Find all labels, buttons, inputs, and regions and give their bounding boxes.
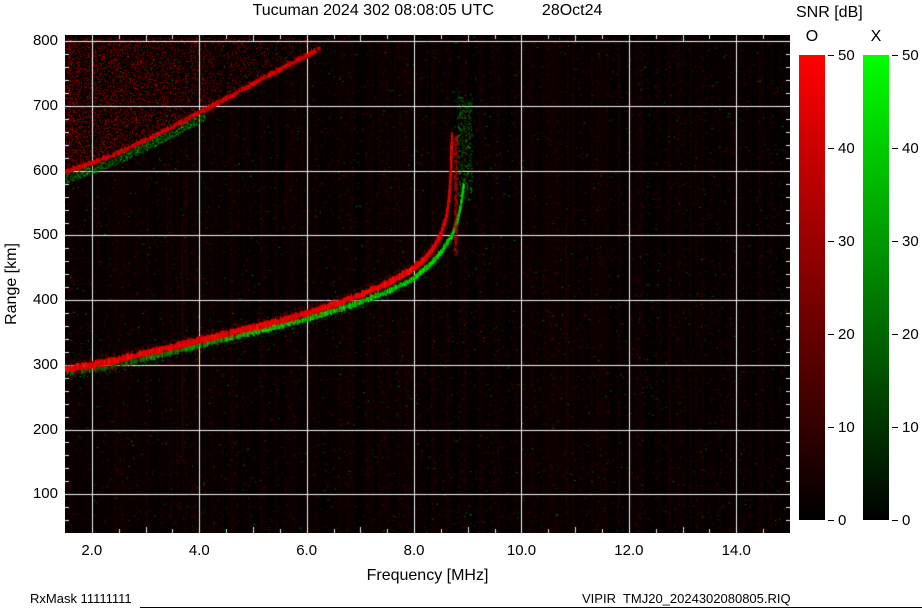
x-tick-label: 12.0	[614, 542, 644, 559]
colorbar-tick: 0	[892, 511, 910, 529]
colorbar-title: SNR [dB]	[796, 4, 863, 21]
colorbar-tick-dash	[828, 519, 834, 521]
plot-title: Tucuman 2024 302 08:08:05 UTC 28Oct24	[65, 2, 790, 20]
colorbar-tick: 0	[828, 511, 846, 529]
colorbar-tick: 40	[828, 139, 855, 157]
footer-divider	[140, 607, 922, 608]
colorbar-tick-label: 50	[902, 46, 919, 64]
colorbar-tick-label: 0	[902, 511, 911, 529]
x-mode-colorbar	[863, 55, 889, 520]
colorbar-tick: 50	[828, 46, 855, 64]
colorbar-tick: 10	[828, 418, 855, 436]
colorbar-tick-dash	[892, 333, 898, 335]
colorbar-tick-dash	[892, 426, 898, 428]
x-tick-label: 4.0	[188, 542, 210, 559]
y-tick-label: 400	[32, 291, 58, 309]
colorbar-tick-dash	[828, 426, 834, 428]
colorbar-tick-label: 0	[838, 511, 847, 529]
colorbar-tick-dash	[828, 240, 834, 242]
colorbar-tick: 10	[892, 418, 919, 436]
colorbar-tick-label: 20	[902, 325, 919, 343]
y-tick-label: 100	[32, 485, 58, 503]
colorbar-tick-dash	[892, 519, 898, 521]
y-tick-label: 700	[32, 97, 58, 115]
colorbar-tick-dash	[892, 240, 898, 242]
ionogram-canvas	[65, 35, 790, 533]
y-axis-label: Range [km]	[3, 243, 20, 325]
rxmask-label: RxMask 11111111	[30, 591, 132, 606]
y-tick-label: 800	[32, 32, 58, 50]
colorbar-tick-dash	[828, 147, 834, 149]
colorbar-tick-label: 50	[838, 46, 855, 64]
colorbar-tick-label: 10	[902, 418, 919, 436]
colorbar-tick: 30	[828, 232, 855, 250]
colorbar-tick: 30	[892, 232, 919, 250]
colorbar-tick-label: 30	[902, 232, 919, 250]
title-text: Tucuman 2024 302 08:08:05 UTC	[252, 2, 494, 19]
o-colorbar-label: O	[805, 28, 819, 45]
colorbar-tick-dash	[828, 54, 834, 56]
x-tick-label: 14.0	[721, 542, 751, 559]
y-tick-label: 600	[32, 161, 58, 179]
colorbar-tick-label: 20	[838, 325, 855, 343]
colorbar-tick-dash	[828, 333, 834, 335]
x-axis-label: Frequency [MHz]	[366, 567, 489, 584]
y-tick-label: 200	[32, 420, 58, 438]
colorbar-tick-label: 30	[838, 232, 855, 250]
title-date: 28Oct24	[541, 2, 603, 19]
colorbar-tick-dash	[892, 54, 898, 56]
x-tick-label: 6.0	[296, 542, 318, 559]
x-tick-label: 8.0	[403, 542, 425, 559]
x-tick-label: 10.0	[506, 542, 537, 559]
colorbar-tick: 20	[828, 325, 855, 343]
colorbar-tick: 50	[892, 46, 919, 64]
filename-label: VIPIR TMJ20_2024302080805.RIQ	[582, 591, 791, 606]
y-tick-label: 300	[32, 355, 58, 373]
x-tick-label: 2.0	[81, 542, 103, 559]
colorbar-tick-label: 10	[838, 418, 855, 436]
colorbar-tick: 20	[892, 325, 919, 343]
y-tick-label: 500	[32, 226, 58, 244]
colorbar-tick: 40	[892, 139, 919, 157]
colorbar-tick-label: 40	[902, 139, 919, 157]
colorbar-tick-label: 40	[838, 139, 855, 157]
o-mode-colorbar	[799, 55, 825, 520]
x-colorbar-label: X	[870, 28, 882, 45]
colorbar-tick-dash	[892, 147, 898, 149]
